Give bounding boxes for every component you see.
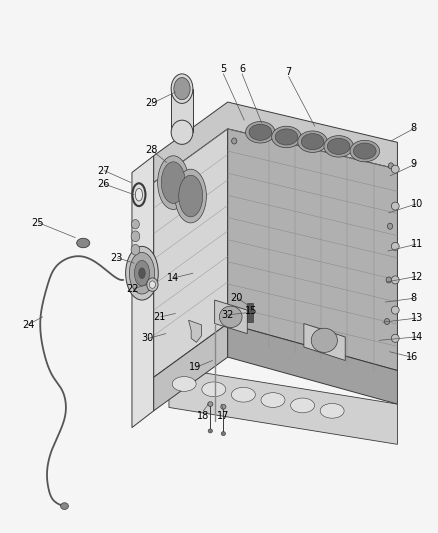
Ellipse shape xyxy=(147,278,158,292)
Text: 25: 25 xyxy=(32,218,44,228)
Ellipse shape xyxy=(298,131,327,152)
Polygon shape xyxy=(154,324,228,411)
Polygon shape xyxy=(304,324,345,360)
Ellipse shape xyxy=(208,402,213,407)
Ellipse shape xyxy=(134,261,150,286)
Ellipse shape xyxy=(391,202,399,210)
Ellipse shape xyxy=(232,138,237,144)
Text: 29: 29 xyxy=(145,99,157,108)
Ellipse shape xyxy=(391,306,399,314)
Ellipse shape xyxy=(272,126,301,148)
Ellipse shape xyxy=(171,74,193,103)
Ellipse shape xyxy=(175,169,206,223)
Ellipse shape xyxy=(161,162,185,204)
Ellipse shape xyxy=(261,393,285,407)
Ellipse shape xyxy=(320,403,344,418)
Ellipse shape xyxy=(139,268,145,279)
Ellipse shape xyxy=(174,78,190,100)
Ellipse shape xyxy=(219,306,242,328)
Ellipse shape xyxy=(290,398,314,413)
Ellipse shape xyxy=(179,175,203,217)
Ellipse shape xyxy=(386,277,391,283)
Polygon shape xyxy=(215,300,247,334)
Text: 5: 5 xyxy=(220,64,226,74)
Ellipse shape xyxy=(388,223,392,229)
Bar xyxy=(247,303,253,322)
Ellipse shape xyxy=(385,319,390,325)
Ellipse shape xyxy=(149,281,155,288)
Ellipse shape xyxy=(350,140,380,162)
Text: 15: 15 xyxy=(245,306,257,317)
Ellipse shape xyxy=(249,124,272,140)
Polygon shape xyxy=(154,129,228,377)
Text: 19: 19 xyxy=(189,362,201,372)
Ellipse shape xyxy=(353,143,376,159)
Polygon shape xyxy=(154,102,397,183)
Ellipse shape xyxy=(77,238,90,248)
Ellipse shape xyxy=(158,156,189,209)
Ellipse shape xyxy=(327,138,350,155)
Polygon shape xyxy=(228,324,397,404)
Text: 14: 14 xyxy=(410,332,423,342)
Text: 7: 7 xyxy=(286,67,292,77)
Ellipse shape xyxy=(132,183,145,206)
Ellipse shape xyxy=(221,432,226,435)
Text: 21: 21 xyxy=(154,312,166,322)
Ellipse shape xyxy=(131,231,140,241)
Text: 12: 12 xyxy=(410,272,423,281)
Ellipse shape xyxy=(231,387,255,402)
Polygon shape xyxy=(132,156,154,427)
Text: 22: 22 xyxy=(126,284,138,294)
Ellipse shape xyxy=(311,328,337,352)
Text: 6: 6 xyxy=(239,64,245,74)
Ellipse shape xyxy=(126,246,158,300)
Ellipse shape xyxy=(135,188,142,201)
Text: 20: 20 xyxy=(230,293,243,303)
Text: 16: 16 xyxy=(406,352,418,362)
Text: 28: 28 xyxy=(145,146,157,156)
Ellipse shape xyxy=(275,129,298,145)
Ellipse shape xyxy=(202,382,226,397)
Text: 30: 30 xyxy=(141,333,154,343)
Ellipse shape xyxy=(389,163,393,169)
Text: 23: 23 xyxy=(110,253,122,263)
Ellipse shape xyxy=(324,135,353,157)
Ellipse shape xyxy=(391,243,399,251)
Ellipse shape xyxy=(301,134,324,150)
Text: 10: 10 xyxy=(410,199,423,209)
Text: 8: 8 xyxy=(410,123,417,133)
Ellipse shape xyxy=(131,244,140,255)
Text: 11: 11 xyxy=(410,239,423,249)
Ellipse shape xyxy=(391,276,399,284)
Ellipse shape xyxy=(131,220,139,229)
Text: 26: 26 xyxy=(97,179,110,189)
Ellipse shape xyxy=(391,165,399,173)
Text: 9: 9 xyxy=(410,159,417,169)
Ellipse shape xyxy=(129,253,155,294)
Text: 27: 27 xyxy=(97,166,110,175)
Ellipse shape xyxy=(171,120,193,144)
Text: 32: 32 xyxy=(221,310,233,320)
Polygon shape xyxy=(171,88,193,132)
Polygon shape xyxy=(228,129,397,370)
Ellipse shape xyxy=(391,334,399,342)
Text: 13: 13 xyxy=(410,313,423,323)
Ellipse shape xyxy=(246,122,275,143)
Text: 18: 18 xyxy=(197,411,209,421)
Ellipse shape xyxy=(221,405,226,409)
Polygon shape xyxy=(188,320,201,342)
Ellipse shape xyxy=(208,429,212,433)
Ellipse shape xyxy=(60,503,68,510)
Text: 8: 8 xyxy=(410,293,417,303)
Text: 17: 17 xyxy=(217,411,230,421)
Polygon shape xyxy=(169,367,397,445)
Text: 24: 24 xyxy=(22,320,35,330)
Ellipse shape xyxy=(172,377,196,391)
Text: 14: 14 xyxy=(167,273,179,283)
